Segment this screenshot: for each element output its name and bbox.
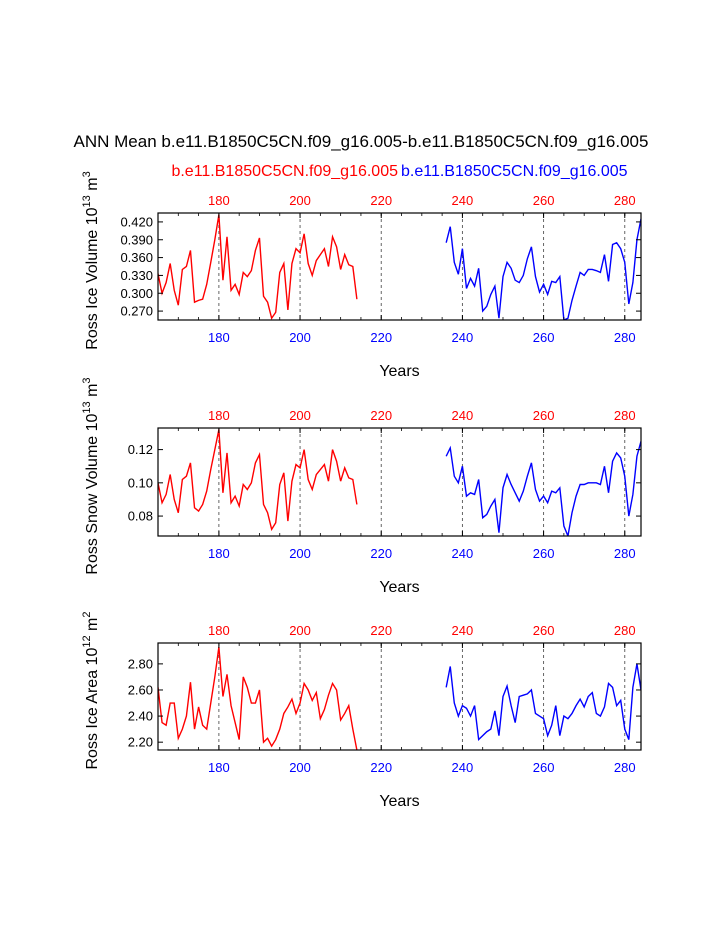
y-tick-label: 0.08 — [128, 509, 153, 524]
x-tick-label-bottom: 240 — [452, 330, 474, 345]
x-tick-label-top: 280 — [614, 193, 636, 208]
x-axis-label: Years — [379, 579, 419, 596]
series-blue-line — [445, 218, 641, 320]
panel-1: 180 180 200 200 220 220 240 240 260 260 280 280 0.27… — [81, 171, 642, 380]
x-tick-label-bottom: 220 — [370, 760, 392, 775]
x-tick-label-bottom: 280 — [614, 760, 636, 775]
y-tick-label: 2.80 — [128, 656, 153, 671]
y-tick-label: 2.40 — [128, 709, 153, 724]
y-tick-label: 0.330 — [120, 268, 153, 283]
series-blue-line — [445, 663, 641, 742]
y-tick-label: 2.20 — [128, 735, 153, 750]
x-tick-label-bottom: 220 — [370, 330, 392, 345]
x-tick-label-bottom: 280 — [614, 330, 636, 345]
plot-frame — [157, 427, 642, 537]
x-tick-label-bottom: 280 — [614, 546, 636, 561]
x-tick-label-bottom: 200 — [289, 546, 311, 561]
x-tick-label-top: 200 — [289, 193, 311, 208]
x-axis-label: Years — [379, 363, 419, 380]
x-tick-label-top: 240 — [452, 623, 474, 638]
x-tick-label-bottom: 260 — [533, 546, 555, 561]
series-red-line — [158, 429, 358, 532]
x-tick-label-bottom: 180 — [208, 760, 230, 775]
y-tick-label: 0.12 — [128, 442, 153, 457]
y-tick-label: 0.360 — [120, 250, 153, 265]
x-tick-label-top: 240 — [452, 193, 474, 208]
x-tick-label-top: 220 — [370, 408, 392, 423]
x-tick-label-top: 220 — [370, 193, 392, 208]
x-tick-label-top: 180 — [208, 193, 230, 208]
x-tick-label-top: 220 — [370, 623, 392, 638]
plot-frame — [157, 642, 642, 751]
panel-3: 180 180 200 200 220 220 240 240 260 260 280 280 2.20… — [81, 612, 642, 810]
panel-2: 180 180 200 200 220 220 240 240 260 260 280 280 0.08… — [81, 377, 642, 596]
y-tick-label: 0.10 — [128, 475, 153, 490]
legend-right-label: b.e11.B1850C5CN.f09_g16.005 — [401, 163, 628, 180]
x-tick-label-top: 260 — [533, 408, 555, 423]
x-tick-label-top: 260 — [533, 193, 555, 208]
x-tick-label-top: 260 — [533, 623, 555, 638]
x-tick-label-bottom: 180 — [208, 330, 230, 345]
y-tick-label: 0.390 — [120, 232, 153, 247]
x-tick-label-top: 200 — [289, 408, 311, 423]
x-tick-label-bottom: 260 — [533, 330, 555, 345]
panels: 180 180 200 200 220 220 240 240 260 260 280 280 0.27… — [81, 171, 642, 810]
figure-title: ANN Mean b.e11.B1850C5CN.f09_g16.005-b.e… — [74, 132, 649, 151]
x-tick-label-bottom: 240 — [452, 546, 474, 561]
x-tick-label-bottom: 260 — [533, 760, 555, 775]
y-tick-label: 0.420 — [120, 214, 153, 229]
x-tick-label-top: 200 — [289, 623, 311, 638]
y-axis-label: Ross Ice Area 1012 m2 — [81, 612, 101, 770]
y-axis-label: Ross Snow Volume 1013 m3 — [81, 377, 101, 574]
series-red-line — [158, 214, 358, 320]
x-tick-label-top: 280 — [614, 408, 636, 423]
x-tick-label-bottom: 200 — [289, 760, 311, 775]
y-tick-label: 2.60 — [128, 682, 153, 697]
x-axis-label: Years — [379, 793, 419, 810]
y-tick-label: 0.300 — [120, 286, 153, 301]
x-tick-label-top: 180 — [208, 623, 230, 638]
series-blue-line — [445, 441, 641, 536]
series-red-line — [158, 646, 358, 750]
x-tick-label-bottom: 200 — [289, 330, 311, 345]
x-tick-label-top: 240 — [452, 408, 474, 423]
x-tick-label-bottom: 240 — [452, 760, 474, 775]
x-tick-label-bottom: 180 — [208, 546, 230, 561]
x-tick-label-top: 280 — [614, 623, 636, 638]
y-tick-label: 0.270 — [120, 304, 153, 319]
plot-frame — [157, 212, 642, 321]
x-tick-label-top: 180 — [208, 408, 230, 423]
legend-left-label: b.e11.B1850C5CN.f09_g16.005 — [171, 163, 398, 180]
y-axis-label: Ross Ice Volume 1013 m3 — [81, 171, 101, 349]
x-tick-label-bottom: 220 — [370, 546, 392, 561]
